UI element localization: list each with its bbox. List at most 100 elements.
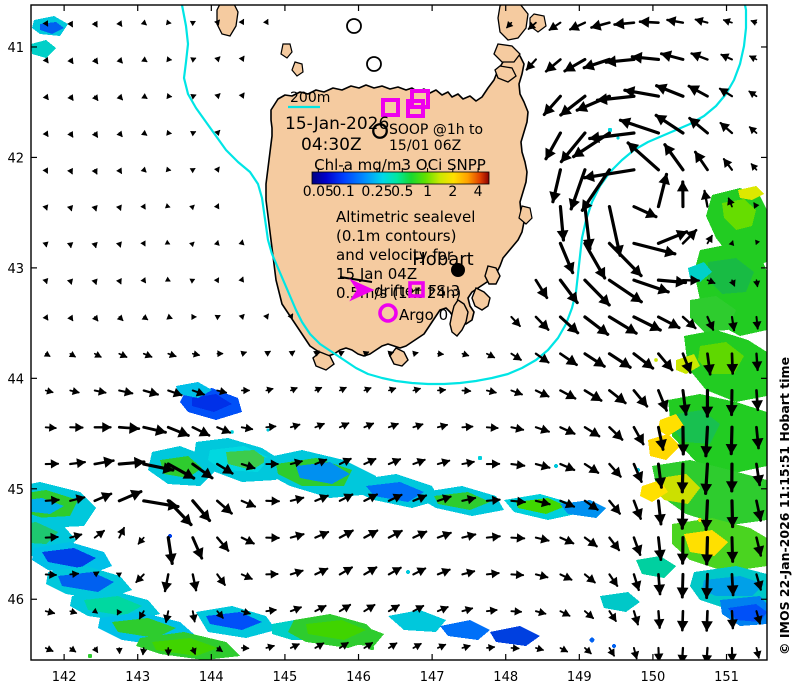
velocity-arrow-head	[263, 313, 269, 320]
velocity-arrow-head	[630, 650, 640, 660]
velocity-arrow-head	[707, 277, 716, 285]
velocity-arrow-head	[268, 422, 277, 432]
velocity-arrow-head	[694, 151, 706, 164]
velocity-arrow-head	[367, 493, 378, 503]
velocity-arrow-head	[538, 608, 547, 617]
argo-legend-icon[interactable]	[378, 303, 398, 323]
velocity-arrow-head	[115, 572, 123, 578]
velocity-arrow-head	[539, 571, 549, 580]
velocity-arrow-head	[610, 503, 621, 515]
velocity-arrow-head	[677, 444, 690, 455]
velocity-arrow-head	[43, 350, 51, 357]
velocity-arrow-head	[538, 319, 549, 331]
velocity-arrow-head	[115, 241, 122, 248]
soop-circle	[366, 56, 382, 72]
velocity-arrow-head	[613, 17, 625, 30]
velocity-arrow-head	[242, 644, 250, 652]
velocity-arrow-head	[362, 350, 370, 357]
velocity-arrow-head	[294, 458, 303, 468]
velocity-arrow-head	[116, 130, 123, 138]
velocity-arrow-head	[729, 279, 736, 287]
velocity-arrow-head	[292, 422, 301, 431]
fs-marker-square[interactable]	[381, 98, 400, 117]
velocity-arrow-head	[700, 483, 713, 495]
colorbar-tick-labels: 0.050.1 0.250.5 1 2 4	[303, 184, 483, 200]
velocity-arrow-head	[245, 498, 256, 508]
velocity-arrow-head	[238, 276, 245, 283]
velocity-arrow-head	[540, 424, 550, 434]
velocity-arrow-head	[726, 516, 739, 528]
velocity-arrow-head	[654, 477, 667, 489]
velocity-arrow-head	[42, 93, 49, 101]
velocity-arrow-head	[676, 180, 689, 192]
velocity-arrow-head	[748, 90, 757, 99]
velocity-arrow-head	[135, 574, 145, 583]
velocity-arrow-head	[172, 387, 183, 398]
velocity-arrow-head	[91, 57, 99, 65]
velocity-arrow-head	[293, 605, 302, 614]
velocity-arrow-head	[240, 350, 248, 357]
velocity-arrow-head	[195, 387, 205, 397]
velocity-arrow-head	[572, 146, 585, 158]
velocity-arrow-head	[701, 587, 713, 599]
velocity-arrow-head	[116, 57, 123, 64]
velocity-arrow-head	[466, 458, 475, 468]
velocity-arrow-head	[751, 400, 763, 411]
velocity-arrow-head	[560, 645, 569, 653]
velocity-arrow-head	[441, 458, 451, 468]
velocity-arrow-head	[681, 361, 693, 374]
velocity-arrow-head	[140, 166, 147, 173]
velocity-arrow-head	[513, 387, 523, 397]
velocity-arrow-head	[633, 433, 644, 446]
velocity-arrow-head	[627, 142, 640, 154]
velocity-arrow-head	[66, 278, 74, 285]
velocity-arrow-head	[182, 468, 195, 479]
velocity-arrow-head	[91, 131, 98, 138]
velocity-arrow-head	[313, 350, 320, 357]
y-tick-label: 45	[7, 483, 24, 498]
velocity-arrow-head	[42, 204, 49, 211]
velocity-arrow-head	[752, 509, 765, 522]
velocity-arrow-head	[46, 387, 54, 395]
contour-label-200m: 200m	[290, 90, 330, 106]
velocity-arrow-head	[318, 567, 329, 577]
velocity-arrow-head	[137, 536, 146, 545]
velocity-arrow-head	[164, 553, 177, 565]
info-line: Altimetric sealevel	[336, 208, 475, 226]
velocity-arrow-head	[515, 423, 525, 433]
velocity-arrow-head	[703, 364, 715, 376]
velocity-arrow-head	[177, 426, 190, 438]
velocity-arrow-head	[749, 55, 757, 63]
velocity-arrow-head	[700, 445, 713, 457]
velocity-arrow-head	[751, 361, 763, 371]
velocity-arrow-head	[166, 56, 173, 63]
velocity-arrow-head	[388, 386, 397, 394]
velocity-arrow-head	[116, 608, 123, 616]
velocity-arrow-head	[722, 18, 731, 26]
velocity-arrow-head	[608, 612, 617, 622]
velocity-arrow-head	[653, 549, 666, 561]
velocity-arrow-head	[489, 606, 498, 615]
velocity-arrow-head	[657, 283, 670, 295]
velocity-arrow-head	[549, 191, 561, 203]
velocity-arrow-head	[415, 422, 424, 431]
velocity-arrow-head	[701, 554, 713, 565]
velocity-arrow-head	[511, 317, 521, 327]
velocity-arrow-head	[164, 239, 171, 245]
velocity-arrow-head	[719, 88, 730, 98]
velocity-arrow-head	[685, 229, 697, 241]
velocity-arrow-head	[583, 170, 595, 183]
velocity-arrow-head	[614, 392, 627, 404]
velocity-arrow-head	[538, 353, 550, 364]
velocity-arrow-head	[568, 197, 580, 210]
velocity-arrow-head	[491, 459, 501, 469]
velocity-arrow-head	[564, 425, 576, 435]
velocity-arrow-head	[50, 495, 60, 506]
fs-legend-icon[interactable]	[408, 281, 425, 298]
velocity-arrow-head	[413, 643, 422, 651]
fs-marker-square[interactable]	[410, 89, 430, 109]
velocity-arrow-head	[164, 203, 171, 209]
velocity-arrow-head	[676, 518, 689, 530]
velocity-arrow-head	[144, 350, 153, 359]
